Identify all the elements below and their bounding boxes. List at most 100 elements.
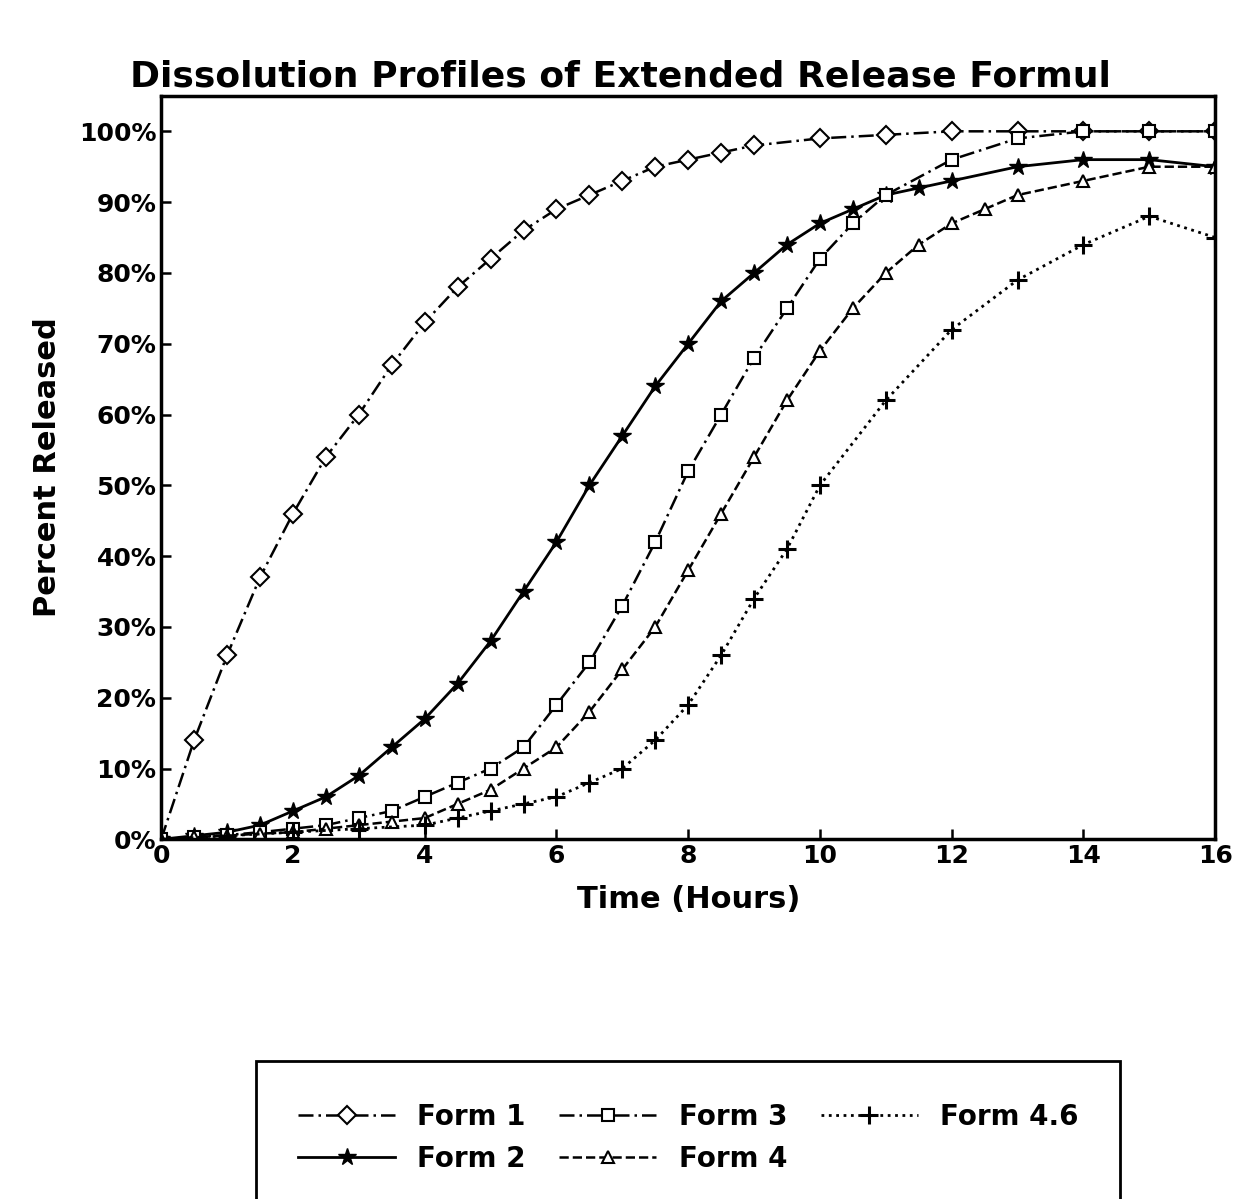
Form 4 <box>1208 159 1223 174</box>
Form 1 <box>549 201 564 216</box>
Form 2 <box>1076 152 1091 167</box>
Form 3 <box>516 740 531 754</box>
Form 4 <box>351 818 366 832</box>
Form 2 <box>846 201 861 216</box>
Form 4.6 <box>351 821 366 836</box>
Form 1 <box>351 408 366 422</box>
Form 3 <box>384 803 399 818</box>
Line: Form 4: Form 4 <box>155 161 1221 845</box>
Form 3 <box>746 350 761 364</box>
Form 4 <box>1011 188 1025 203</box>
Line: Form 4.6: Form 4.6 <box>153 207 1224 849</box>
Form 3 <box>582 655 596 669</box>
Form 4.6 <box>582 776 596 790</box>
Form 4 <box>945 216 960 230</box>
Form 4 <box>253 826 268 840</box>
Form 2 <box>187 829 202 843</box>
Form 1 <box>945 125 960 139</box>
Form 1 <box>746 138 761 152</box>
Form 4.6 <box>878 393 893 408</box>
Form 4 <box>384 814 399 829</box>
Form 2 <box>450 676 465 691</box>
Form 1 <box>450 279 465 294</box>
Form 3 <box>647 535 662 549</box>
Line: Form 1: Form 1 <box>155 125 1221 845</box>
Line: Form 2: Form 2 <box>153 151 1224 849</box>
Form 2 <box>285 803 300 818</box>
Form 1 <box>285 506 300 520</box>
Form 4.6 <box>647 733 662 747</box>
Form 1 <box>812 131 827 145</box>
Form 2 <box>911 181 926 195</box>
Form 3 <box>1208 125 1223 139</box>
Form 4 <box>319 821 334 836</box>
Form 4.6 <box>484 803 498 818</box>
Form 2 <box>516 584 531 598</box>
Form 2 <box>780 237 795 252</box>
Form 1 <box>582 188 596 203</box>
Form 4.6 <box>714 647 729 662</box>
Form 3 <box>780 301 795 315</box>
Form 3 <box>846 216 861 230</box>
Text: Dissolution Profiles of Extended Release Formul: Dissolution Profiles of Extended Release… <box>129 60 1111 94</box>
Form 1 <box>484 252 498 266</box>
Form 2 <box>319 790 334 805</box>
Form 1 <box>384 357 399 372</box>
Form 4 <box>977 201 992 216</box>
Form 4 <box>450 796 465 811</box>
Form 2 <box>1011 159 1025 174</box>
Form 3 <box>219 827 234 842</box>
Form 3 <box>945 152 960 167</box>
Form 3 <box>878 188 893 203</box>
Form 2 <box>615 428 630 442</box>
Form 4.6 <box>681 698 696 712</box>
Form 1 <box>154 832 169 846</box>
Form 1 <box>417 315 433 330</box>
Form 4 <box>681 564 696 578</box>
Form 2 <box>945 174 960 188</box>
Form 1 <box>714 145 729 159</box>
Form 4.6 <box>1011 273 1025 288</box>
Form 4 <box>812 344 827 359</box>
Form 4.6 <box>780 542 795 556</box>
Form 3 <box>154 832 169 846</box>
Form 4.6 <box>219 829 234 843</box>
Form 1 <box>681 152 696 167</box>
Form 2 <box>1142 152 1157 167</box>
Form 4 <box>846 301 861 315</box>
Form 1 <box>319 450 334 464</box>
Form 4.6 <box>450 811 465 825</box>
Form 4 <box>714 506 729 520</box>
Form 1 <box>1076 125 1091 139</box>
Form 4.6 <box>285 825 300 839</box>
Form 1 <box>1208 125 1223 139</box>
Form 3 <box>1011 131 1025 145</box>
Form 1 <box>878 127 893 141</box>
Form 4 <box>484 783 498 797</box>
Form 2 <box>647 379 662 393</box>
Form 4.6 <box>945 323 960 337</box>
Form 4 <box>549 740 564 754</box>
Form 4 <box>1076 174 1091 188</box>
Form 4.6 <box>1076 237 1091 252</box>
Form 1 <box>253 571 268 585</box>
Form 3 <box>253 825 268 839</box>
Form 2 <box>351 769 366 783</box>
Form 4.6 <box>154 832 169 846</box>
Form 4.6 <box>516 796 531 811</box>
X-axis label: Time (Hours): Time (Hours) <box>577 885 800 914</box>
Form 1 <box>647 159 662 174</box>
Form 4 <box>1142 159 1157 174</box>
Form 4.6 <box>746 591 761 605</box>
Form 4 <box>746 450 761 464</box>
Y-axis label: Percent Released: Percent Released <box>33 318 62 617</box>
Form 3 <box>285 821 300 836</box>
Form 4 <box>154 832 169 846</box>
Form 4.6 <box>1142 209 1157 223</box>
Form 4 <box>187 830 202 844</box>
Form 3 <box>1076 125 1091 139</box>
Form 2 <box>549 535 564 549</box>
Form 4 <box>516 761 531 776</box>
Form 2 <box>714 294 729 308</box>
Form 1 <box>516 223 531 237</box>
